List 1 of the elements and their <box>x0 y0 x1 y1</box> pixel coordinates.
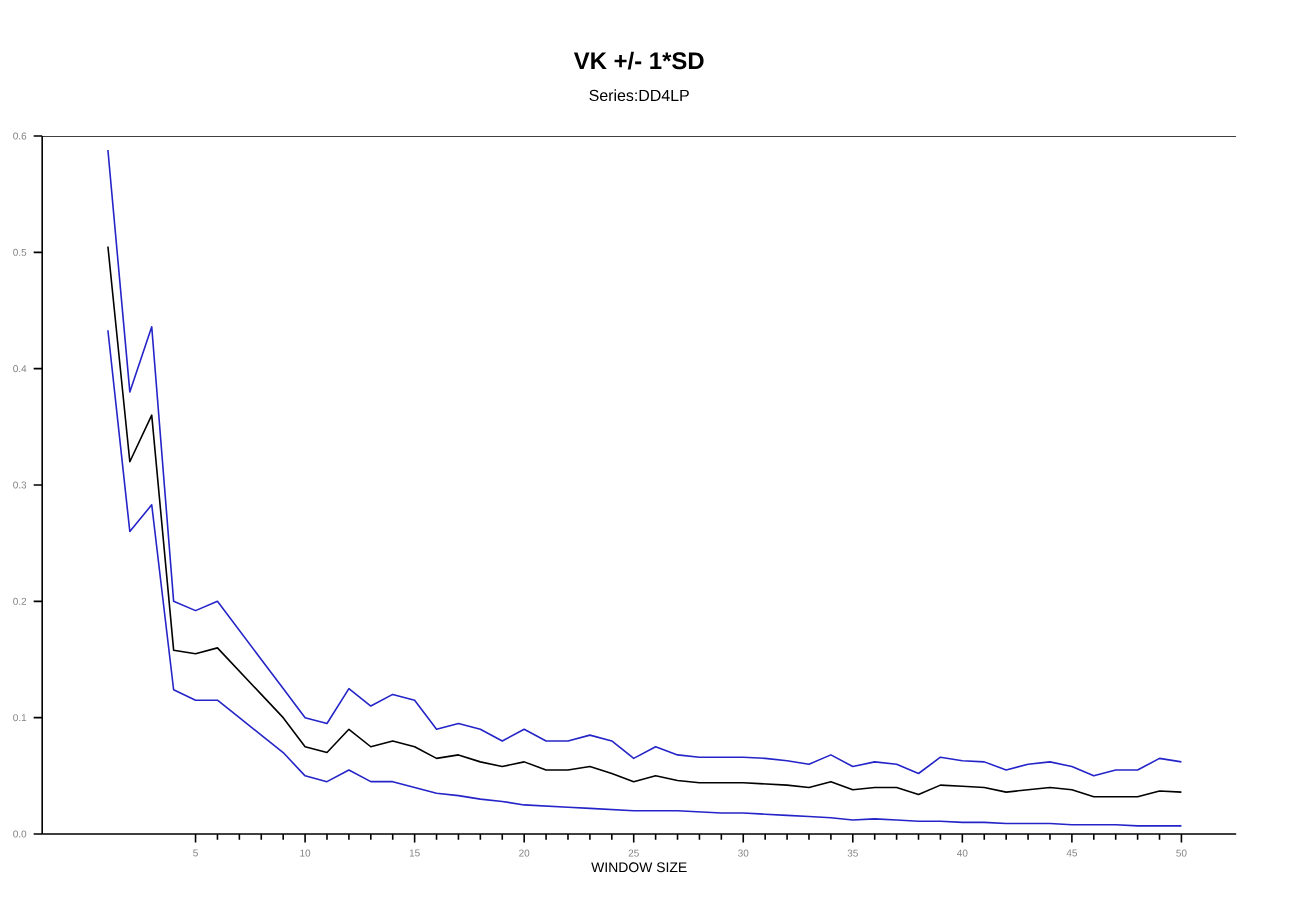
chart-title: VK +/- 1*SD <box>573 51 704 70</box>
